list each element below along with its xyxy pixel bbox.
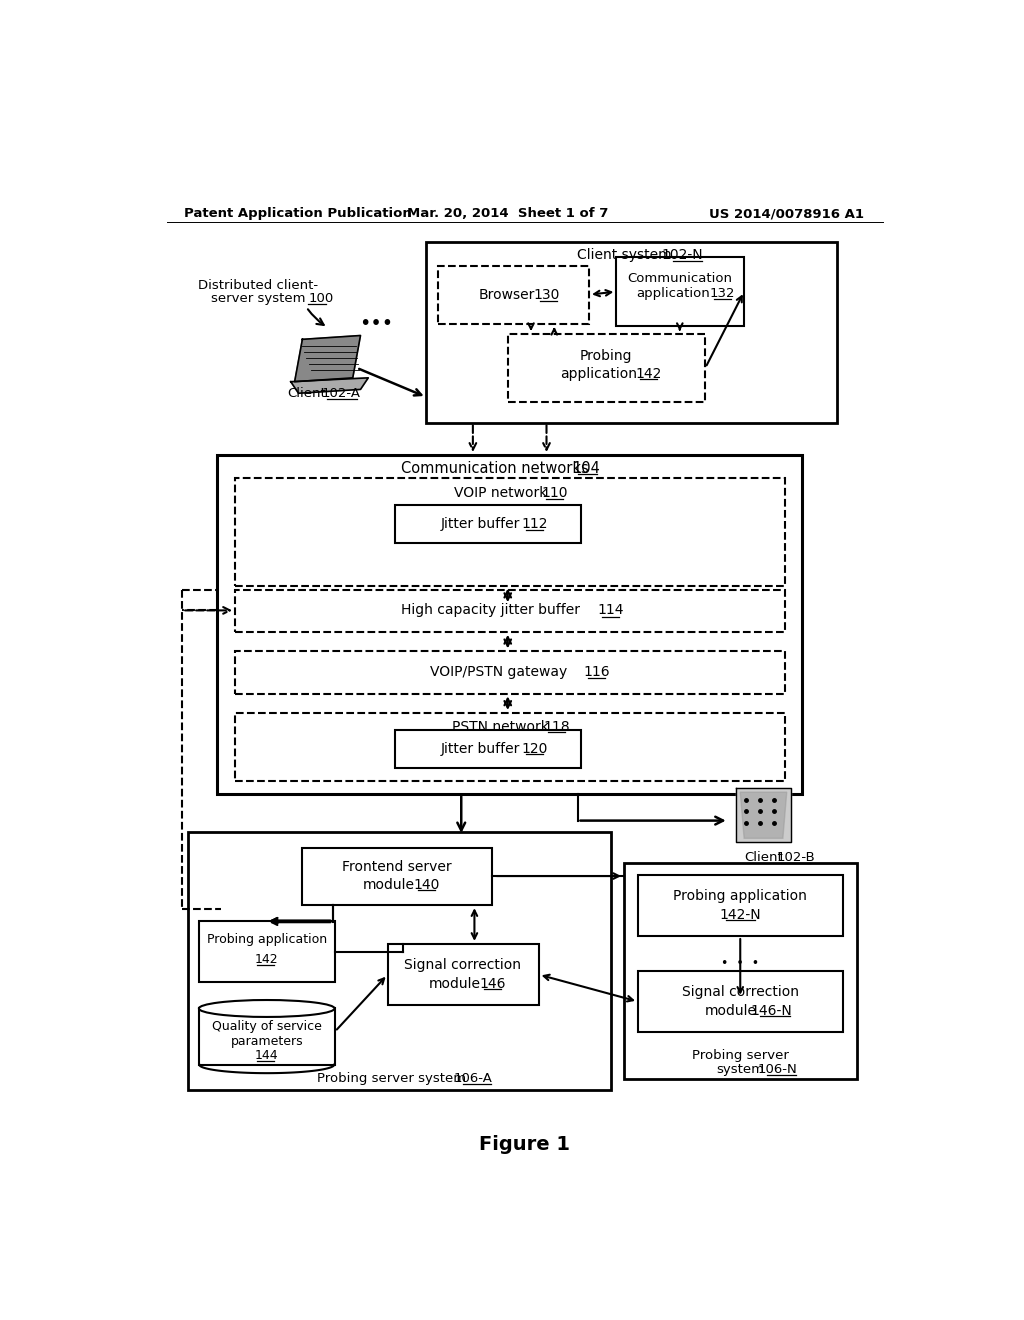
Bar	[388, 944, 539, 1006]
Text: Communication: Communication	[628, 272, 732, 285]
Ellipse shape	[199, 1001, 335, 1016]
Text: 118: 118	[544, 719, 570, 734]
Bar	[638, 874, 844, 936]
Text: 106-N: 106-N	[758, 1063, 798, 1076]
Bar	[302, 847, 493, 906]
Bar	[234, 713, 785, 780]
Bar	[395, 506, 582, 544]
Text: 114: 114	[598, 603, 624, 618]
Text: 146: 146	[479, 977, 506, 991]
Text: 120: 120	[521, 742, 548, 756]
Text: server system: server system	[211, 292, 305, 305]
Text: 104: 104	[572, 461, 601, 477]
Text: •  •  •: • • •	[721, 957, 760, 970]
Text: PSTN network: PSTN network	[453, 719, 549, 734]
Text: Probing: Probing	[580, 348, 633, 363]
Text: Signal correction: Signal correction	[682, 985, 799, 999]
Text: Probing application: Probing application	[674, 890, 807, 903]
Text: Jitter buffer: Jitter buffer	[441, 517, 520, 531]
Text: Jitter buffer: Jitter buffer	[441, 742, 520, 756]
Text: Distributed client-: Distributed client-	[198, 279, 318, 292]
Text: 146-N: 146-N	[751, 1003, 793, 1018]
Text: 142: 142	[255, 953, 279, 966]
Bar	[200, 921, 335, 982]
Text: application: application	[560, 367, 637, 381]
Text: 102-A: 102-A	[322, 387, 360, 400]
Text: •••: •••	[359, 314, 393, 334]
Text: 132: 132	[710, 288, 735, 301]
Text: High capacity jitter buffer: High capacity jitter buffer	[401, 603, 581, 618]
Bar	[234, 651, 785, 693]
Polygon shape	[295, 335, 360, 381]
Text: module: module	[705, 1003, 757, 1018]
Text: VOIP network: VOIP network	[454, 486, 548, 500]
Text: Frontend server: Frontend server	[342, 859, 452, 874]
Text: module: module	[429, 977, 481, 991]
Bar	[200, 1008, 335, 1065]
Bar	[426, 242, 838, 422]
Text: Client: Client	[287, 387, 326, 400]
Bar	[508, 334, 706, 401]
Bar	[217, 455, 802, 793]
Text: Browser: Browser	[479, 288, 536, 302]
Text: 144: 144	[255, 1049, 279, 1063]
Text: Client system: Client system	[577, 248, 672, 263]
Text: Quality of service: Quality of service	[212, 1019, 322, 1032]
Text: Signal correction: Signal correction	[404, 958, 521, 973]
Text: VOIP/PSTN gateway: VOIP/PSTN gateway	[430, 665, 567, 678]
Text: application: application	[637, 288, 711, 301]
Text: 102-N: 102-N	[662, 248, 702, 263]
Polygon shape	[291, 378, 369, 393]
Text: parameters: parameters	[230, 1035, 303, 1048]
Text: 102-B: 102-B	[776, 851, 815, 865]
Text: 106-A: 106-A	[454, 1072, 493, 1085]
Polygon shape	[736, 788, 791, 842]
Text: 140: 140	[414, 878, 439, 891]
Text: 142-N: 142-N	[720, 908, 761, 921]
Text: 116: 116	[584, 665, 610, 678]
Text: system: system	[716, 1063, 764, 1076]
Text: Probing server: Probing server	[692, 1049, 788, 1063]
Text: 130: 130	[534, 288, 560, 302]
Polygon shape	[740, 792, 786, 838]
Bar	[438, 267, 589, 323]
Bar	[234, 478, 785, 586]
Text: Patent Application Publication: Patent Application Publication	[183, 207, 412, 220]
Bar	[188, 832, 611, 1090]
Text: 142: 142	[636, 367, 662, 381]
Bar	[616, 257, 744, 326]
Text: 112: 112	[521, 517, 548, 531]
Bar	[638, 970, 844, 1032]
Text: Probing application: Probing application	[207, 933, 327, 946]
Text: Mar. 20, 2014  Sheet 1 of 7: Mar. 20, 2014 Sheet 1 of 7	[408, 207, 608, 220]
Bar	[395, 730, 582, 768]
Text: Communication networks: Communication networks	[401, 461, 589, 477]
Text: Probing server system: Probing server system	[317, 1072, 466, 1085]
Text: 100: 100	[308, 292, 334, 305]
Text: 110: 110	[541, 486, 567, 500]
Text: module: module	[364, 878, 415, 891]
Bar	[624, 863, 856, 1078]
Bar	[234, 590, 785, 632]
Text: Client: Client	[744, 851, 783, 865]
Text: US 2014/0078916 A1: US 2014/0078916 A1	[710, 207, 864, 220]
Text: Figure 1: Figure 1	[479, 1134, 570, 1154]
